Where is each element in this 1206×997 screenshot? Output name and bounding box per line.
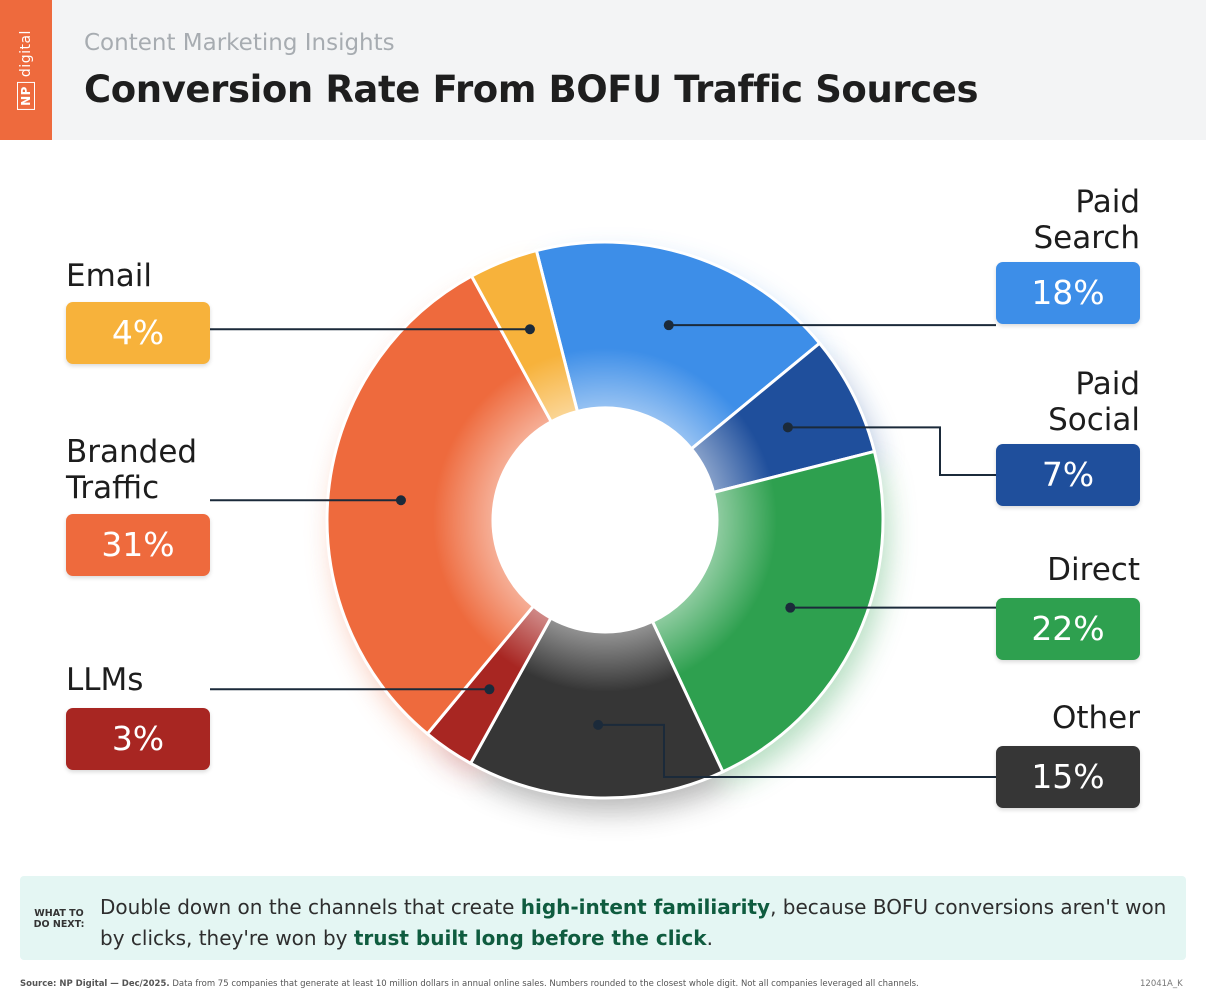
donut-hole (493, 408, 717, 632)
callout-label: WHAT TO DO NEXT: (33, 908, 85, 930)
callout-highlight: high-intent familiarity (520, 895, 771, 919)
slice-label-llms: LLMs (66, 662, 144, 698)
value-badge-other: 15% (996, 746, 1140, 808)
leader-dot-llms (484, 684, 495, 695)
leader-dot-paid-search (663, 320, 674, 331)
slice-label-paid-social: Paid Social (1048, 366, 1140, 438)
leader-dot-paid-social (782, 422, 793, 433)
what-to-do-next-callout: WHAT TO DO NEXT: Double down on the chan… (20, 876, 1186, 960)
value-badge-email: 4% (66, 302, 210, 364)
brand-logo: NPdigital (0, 0, 52, 140)
value-badge-direct: 22% (996, 598, 1140, 660)
leader-dot-other (593, 719, 604, 730)
slice-label-email: Email (66, 258, 153, 294)
leader-dot-direct (785, 602, 796, 613)
slice-label-branded-traffic: Branded Traffic (66, 434, 198, 506)
leader-line-paid-social (787, 426, 996, 476)
callout-highlight: trust built long before the click (353, 926, 707, 950)
slice-label-paid-search: Paid Search (1033, 184, 1140, 256)
page-subtitle: Content Marketing Insights (84, 30, 395, 56)
footer-source: Source: NP Digital — Dec/2025. Data from… (20, 979, 919, 989)
callout-text: Double down on the channels that create … (100, 895, 1167, 950)
value-badge-paid-social: 7% (996, 444, 1140, 506)
leader-dot-email (524, 324, 535, 335)
leader-line-other (598, 723, 996, 778)
footer-code: 12041A_K (1140, 979, 1183, 989)
value-badge-llms: 3% (66, 708, 210, 770)
page-title: Conversion Rate From BOFU Traffic Source… (84, 68, 979, 111)
slice-label-direct: Direct (1047, 552, 1140, 588)
leader-dot-branded-traffic (395, 495, 406, 506)
slice-label-other: Other (1051, 700, 1140, 736)
value-badge-paid-search: 18% (996, 262, 1140, 324)
header: NPdigital Content Marketing Insights Con… (0, 0, 1206, 140)
value-badge-branded-traffic: 31% (66, 514, 210, 576)
